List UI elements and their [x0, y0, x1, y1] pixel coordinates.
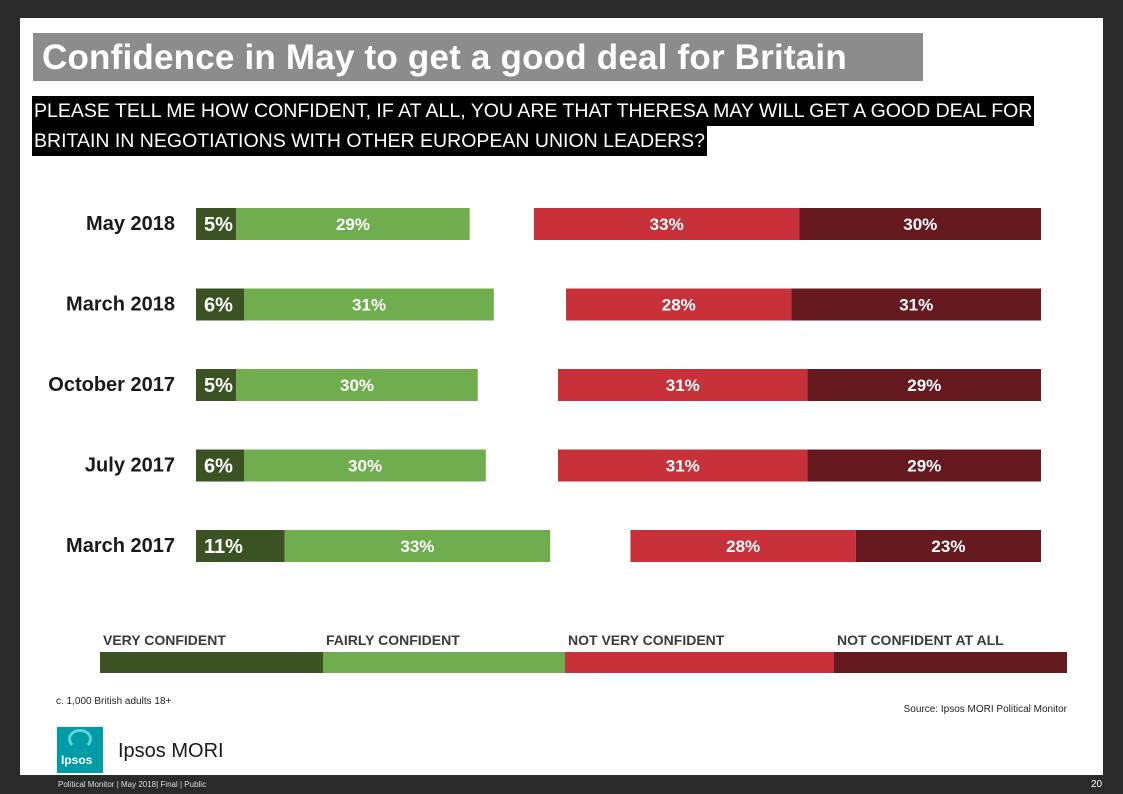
bar-very-confident-may-2018: [196, 208, 237, 240]
bar-not-confident-at-all-may-2018: [799, 208, 1041, 240]
data-label-not-very-confident-july-2017: 31%: [666, 457, 700, 476]
question-line-1: PLEASE TELL ME HOW CONFIDENT, IF AT ALL,…: [32, 96, 1035, 126]
data-label-very-confident-march-2018: 6%: [204, 295, 233, 317]
data-label-not-confident-at-all-october-2017: 29%: [907, 376, 941, 395]
data-label-not-confident-at-all-may-2018: 30%: [903, 215, 937, 234]
data-label-fairly-confident-march-2018: 31%: [352, 296, 386, 315]
data-label-very-confident-october-2017: 5%: [204, 375, 233, 397]
data-label-fairly-confident-july-2017: 30%: [348, 457, 382, 476]
bar-not-very-confident-may-2018: [533, 208, 800, 240]
legend-swatch-fairly-confident: [323, 652, 565, 673]
survey-question: PLEASE TELL ME HOW CONFIDENT, IF AT ALL,…: [32, 96, 1035, 156]
data-label-fairly-confident-march-2017: 33%: [400, 537, 434, 556]
page-number: 20: [1091, 779, 1103, 790]
legend-swatch-not-confident-at-all: [834, 652, 1067, 673]
source-note: Source: Ipsos MORI Political Monitor: [903, 704, 1067, 715]
category-label-july-2017: July 2017: [85, 455, 175, 477]
data-label-not-very-confident-march-2017: 28%: [726, 537, 760, 556]
data-label-very-confident-may-2018: 5%: [204, 214, 233, 236]
bar-not-confident-at-all-march-2018: [791, 288, 1041, 321]
bar-not-very-confident-july-2017: [558, 449, 808, 482]
data-label-not-confident-at-all-july-2017: 29%: [907, 457, 941, 476]
data-label-fairly-confident-october-2017: 30%: [340, 376, 374, 395]
category-label-may-2018: May 2018: [86, 213, 175, 235]
data-label-not-very-confident-october-2017: 31%: [666, 376, 700, 395]
question-line-2: BRITAIN IN NEGOTIATIONS WITH OTHER EUROP…: [32, 126, 708, 156]
legend-label-fairly-confident: FAIRLY CONFIDENT: [326, 632, 460, 648]
bar-fairly-confident-july-2017: [244, 449, 486, 482]
data-label-not-very-confident-march-2018: 28%: [662, 296, 696, 315]
bar-very-confident-october-2017: [196, 369, 237, 401]
legend-swatch-very-confident: [100, 652, 323, 673]
bar-not-confident-at-all-october-2017: [807, 369, 1041, 401]
legend-label-not-very-confident: NOT VERY CONFIDENT: [568, 632, 725, 648]
ipsos-logo: Ipsos: [57, 727, 103, 773]
category-label-october-2017: October 2017: [48, 374, 175, 396]
bar-fairly-confident-march-2017: [284, 530, 551, 562]
page-title: Confidence in May to get a good deal for…: [42, 38, 847, 77]
bar-not-very-confident-march-2017: [630, 530, 856, 562]
data-label-not-very-confident-may-2018: 33%: [650, 215, 684, 234]
data-label-not-confident-at-all-march-2017: 23%: [931, 537, 965, 556]
bar-fairly-confident-october-2017: [236, 369, 478, 401]
data-label-very-confident-july-2017: 6%: [204, 456, 233, 478]
legend-label-not-confident-at-all: NOT CONFIDENT AT ALL: [837, 632, 1004, 648]
logo-swirl-icon: [68, 729, 92, 749]
diverging-bar-chart: May 2018 5% 29% 33% 30% March 2018 6% 31% 28% 31%…: [48, 208, 1067, 673]
bar-very-confident-march-2018: [196, 288, 245, 321]
bar-not-very-confident-october-2017: [558, 369, 808, 401]
legend-swatch-not-very-confident: [565, 652, 834, 673]
footer-info: Political Monitor | May 2018| Final | Pu…: [58, 780, 207, 789]
brand-name: Ipsos MORI: [118, 740, 224, 762]
title-banner: Confidence in May to get a good deal for…: [33, 33, 923, 81]
bar-very-confident-july-2017: [196, 449, 245, 482]
data-label-not-confident-at-all-march-2018: 31%: [899, 296, 933, 315]
data-label-fairly-confident-may-2018: 29%: [336, 215, 370, 234]
category-label-march-2018: March 2018: [66, 294, 175, 316]
bar-very-confident-march-2017: [196, 530, 285, 562]
slide: Confidence in May to get a good deal for…: [20, 18, 1103, 775]
bar-not-confident-at-all-july-2017: [807, 449, 1041, 482]
bar-fairly-confident-march-2018: [244, 288, 494, 321]
bar-not-very-confident-march-2018: [566, 288, 792, 321]
bar-fairly-confident-may-2018: [236, 208, 470, 240]
data-label-very-confident-march-2017: 11%: [204, 536, 243, 558]
category-label-march-2017: March 2017: [66, 535, 175, 557]
bar-not-confident-at-all-march-2017: [855, 530, 1041, 562]
logo-text: Ipsos: [61, 753, 93, 767]
legend-label-very-confident: VERY CONFIDENT: [103, 632, 226, 648]
sample-footnote: c. 1,000 British adults 18+: [56, 696, 172, 707]
